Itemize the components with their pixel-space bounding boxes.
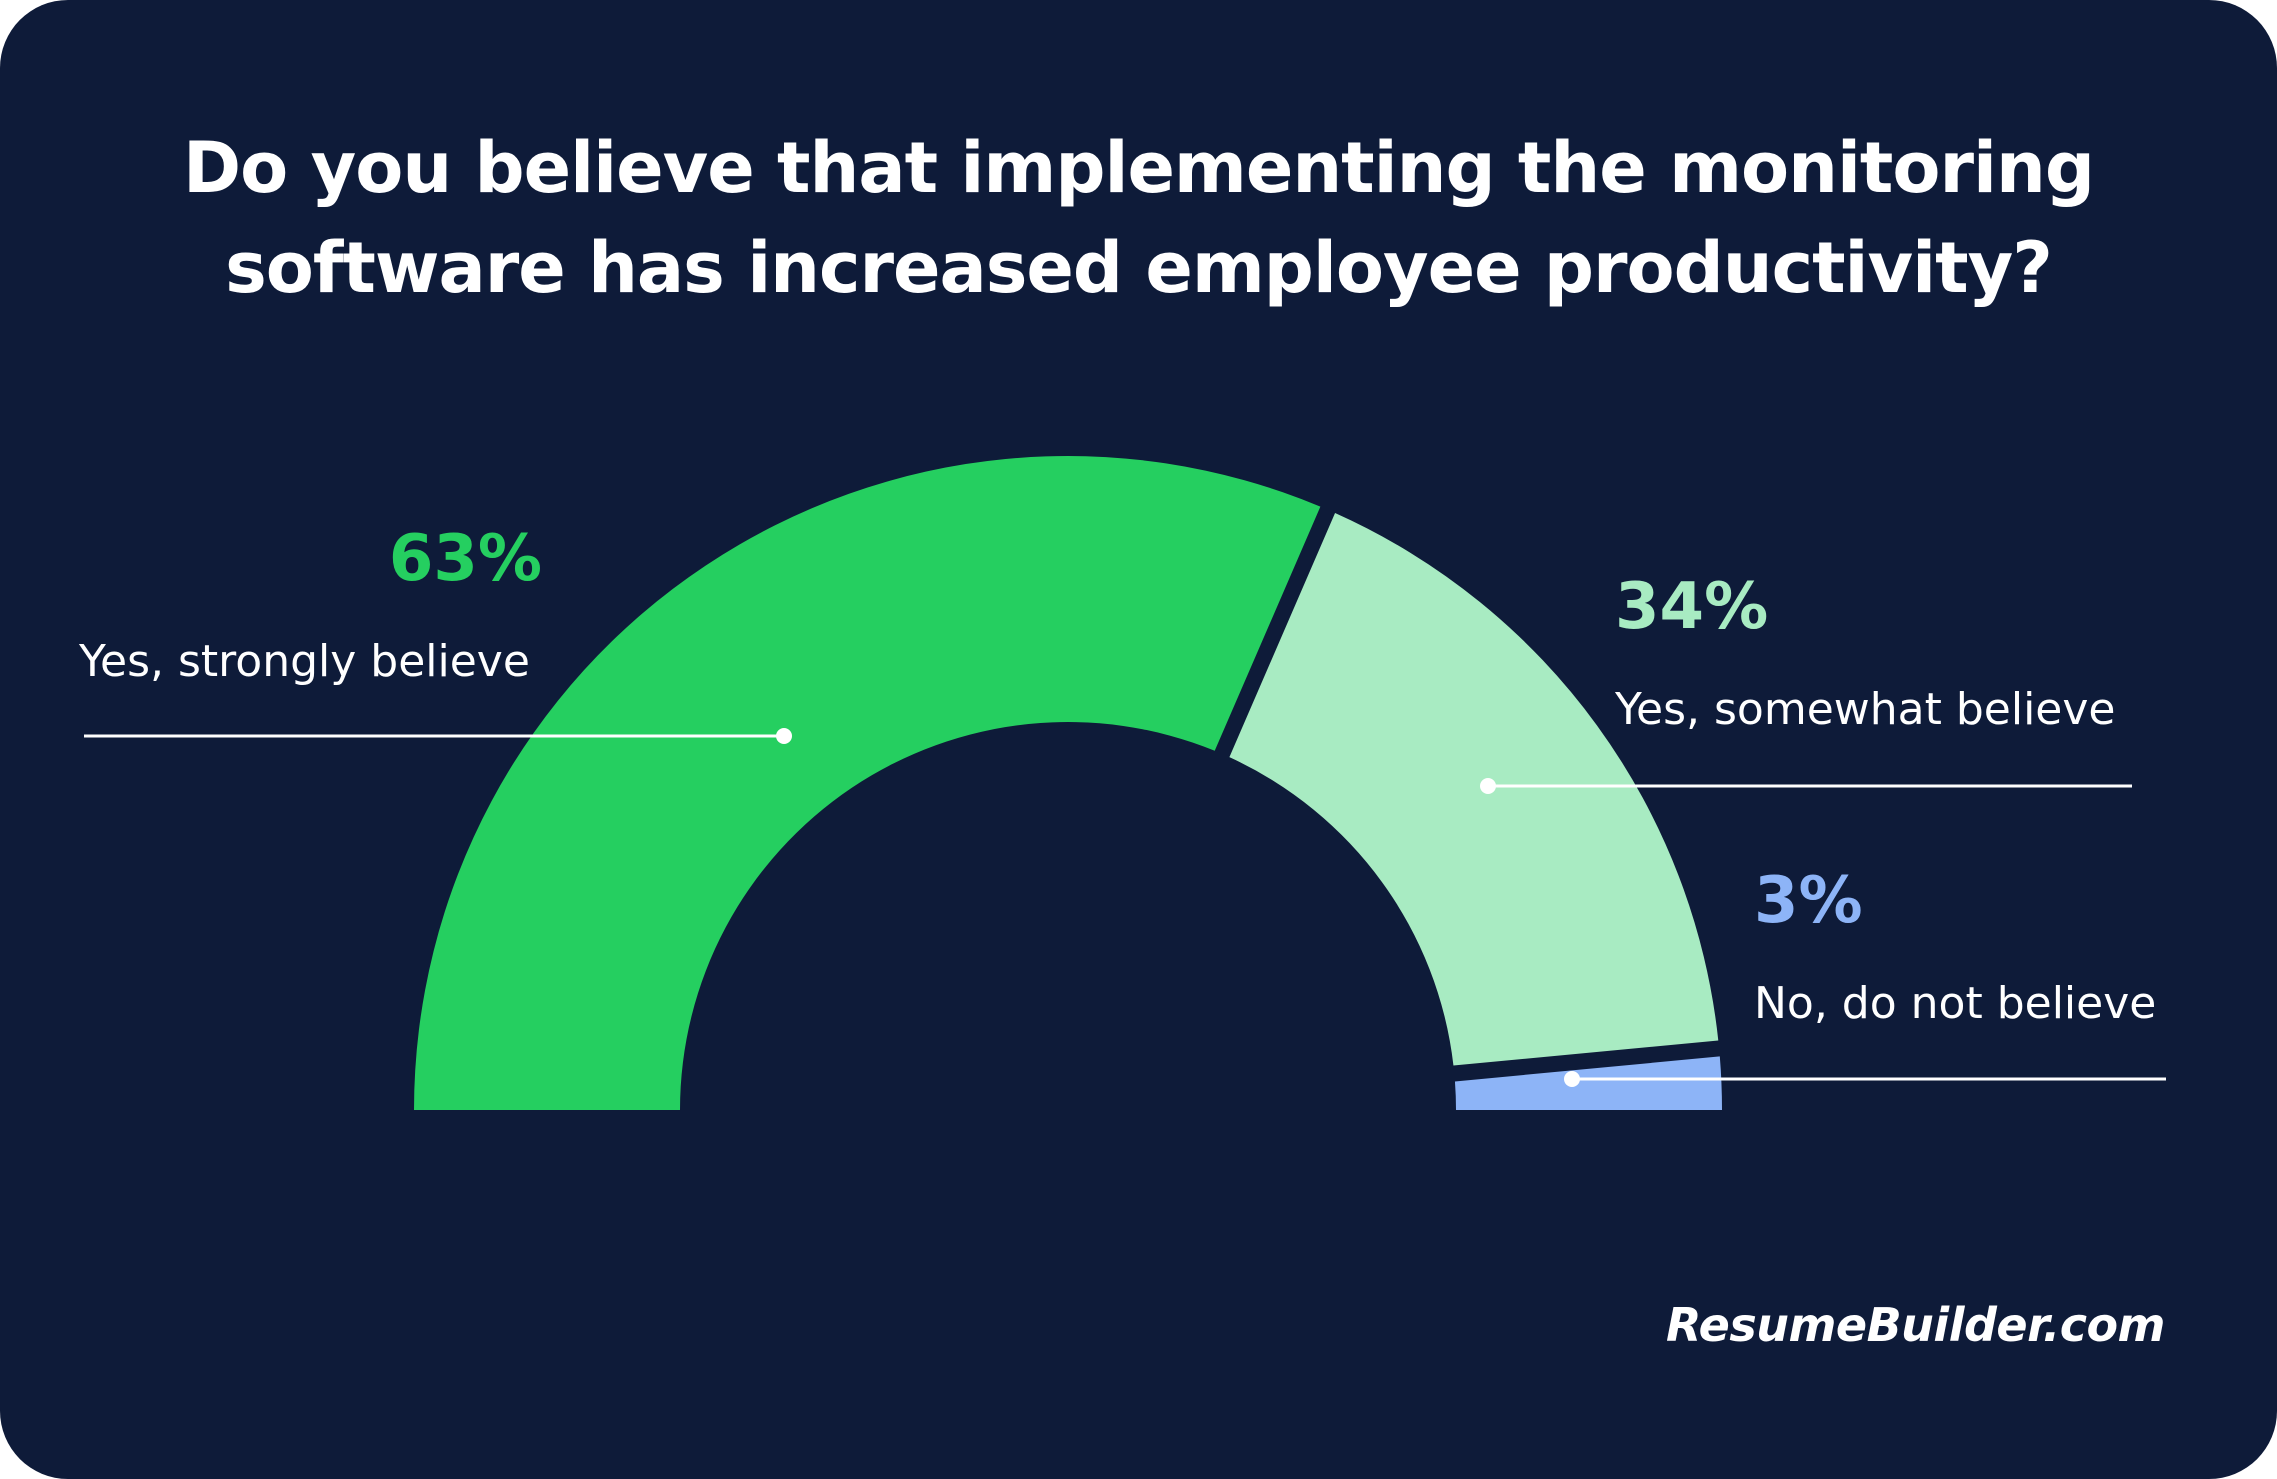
value-label-somewhat-believe: 34%: [1615, 570, 1768, 644]
category-label-strongly-believe: Yes, strongly believe: [78, 636, 530, 687]
leader-dot-strongly-believe: [776, 728, 792, 744]
chart-title: Do you believe that implementing the mon…: [0, 118, 2277, 318]
chart-title-line-1: Do you believe that implementing the mon…: [183, 127, 2095, 209]
category-label-somewhat-believe: Yes, somewhat believe: [1614, 684, 2115, 735]
segment-somewhat-believe: [1229, 513, 1719, 1066]
value-label-do-not-believe: 3%: [1754, 864, 1863, 938]
leader-dot-do-not-believe: [1564, 1071, 1580, 1087]
chart-leader-lines: [84, 728, 2166, 1087]
segment-do-not-believe: [1454, 1056, 1722, 1110]
leader-dot-somewhat-believe: [1480, 778, 1496, 794]
segment-strongly-believe: [414, 456, 1321, 1110]
chart-segments: [414, 456, 1722, 1110]
value-label-strongly-believe: 63%: [389, 522, 542, 596]
category-label-do-not-believe: No, do not believe: [1754, 978, 2156, 1029]
chart-title-line-2: software has increased employee producti…: [225, 227, 2053, 309]
brand-logo-text: ResumeBuilder.com: [1666, 1298, 2165, 1352]
